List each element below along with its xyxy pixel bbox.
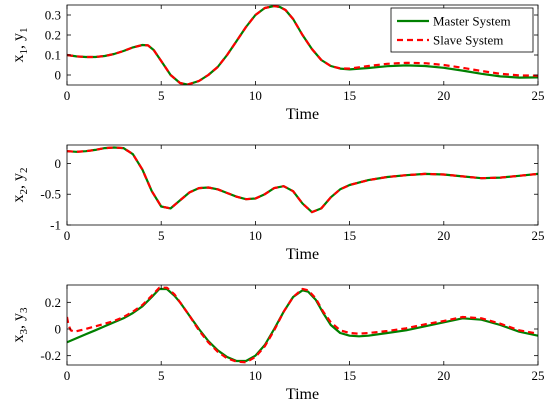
x-tick-label: 0 bbox=[64, 88, 71, 103]
y-tick-label: 0 bbox=[55, 156, 62, 171]
chart-panel-2: 0 5 10 15 20 25 -1 -0.5 0 Time x2, y2 bbox=[10, 144, 545, 263]
y-tick-label: 0.1 bbox=[45, 48, 61, 63]
y-tick-label: 0 bbox=[55, 322, 62, 337]
legend-label-slave: Slave System bbox=[433, 33, 503, 48]
series-line-master bbox=[67, 287, 538, 363]
series-line-master bbox=[67, 146, 538, 214]
y-axis-title: x1, y1 bbox=[10, 28, 30, 63]
x-tick-label: 20 bbox=[437, 368, 450, 383]
y-tick-label: -1 bbox=[50, 218, 61, 233]
x-tick-label: 25 bbox=[532, 228, 545, 243]
x-tick-label: 25 bbox=[532, 88, 545, 103]
x-tick-label: 10 bbox=[249, 228, 262, 243]
x-tick-label: 0 bbox=[64, 368, 71, 383]
legend: Master System Slave System bbox=[390, 7, 534, 53]
y-tick-label: 0.2 bbox=[45, 28, 61, 43]
x-tick-label: 0 bbox=[64, 228, 71, 243]
legend-label-master: Master System bbox=[433, 14, 511, 29]
chart-panel-1: 0 5 10 15 20 25 0 0.1 0.2 0.3 Time x1, y1 Master Sys… bbox=[10, 4, 545, 123]
series-line-slave bbox=[67, 146, 538, 214]
x-axis-title: Time bbox=[286, 246, 319, 263]
y-tick-label: 0.2 bbox=[45, 295, 61, 310]
y-tick-label: 0.3 bbox=[45, 8, 61, 23]
axes-frame bbox=[66, 144, 539, 226]
y-tick-label: 0 bbox=[55, 68, 62, 83]
series-line-slave bbox=[67, 5, 538, 85]
x-tick-label: 10 bbox=[249, 368, 262, 383]
axes-frame bbox=[66, 4, 539, 86]
x-tick-label: 20 bbox=[437, 88, 450, 103]
x-tick-label: 15 bbox=[343, 228, 356, 243]
x-tick-label: 5 bbox=[158, 88, 165, 103]
x-tick-label: 5 bbox=[158, 368, 165, 383]
x-tick-label: 25 bbox=[532, 368, 545, 383]
axes-frame bbox=[66, 284, 539, 366]
x-axis-title: Time bbox=[286, 386, 319, 403]
y-axis-title: x3, y3 bbox=[10, 307, 30, 343]
y-tick-label: -0.5 bbox=[40, 187, 61, 202]
x-tick-label: 15 bbox=[343, 368, 356, 383]
x-tick-label: 20 bbox=[437, 228, 450, 243]
y-tick-label: -0.2 bbox=[40, 348, 61, 363]
x-tick-label: 5 bbox=[158, 228, 165, 243]
series-line-slave bbox=[67, 286, 538, 364]
x-axis-title: Time bbox=[286, 106, 319, 123]
x-tick-label: 15 bbox=[343, 88, 356, 103]
y-axis-title: x2, y2 bbox=[10, 168, 30, 203]
legend-box bbox=[390, 7, 534, 53]
x-tick-label: 10 bbox=[249, 88, 262, 103]
